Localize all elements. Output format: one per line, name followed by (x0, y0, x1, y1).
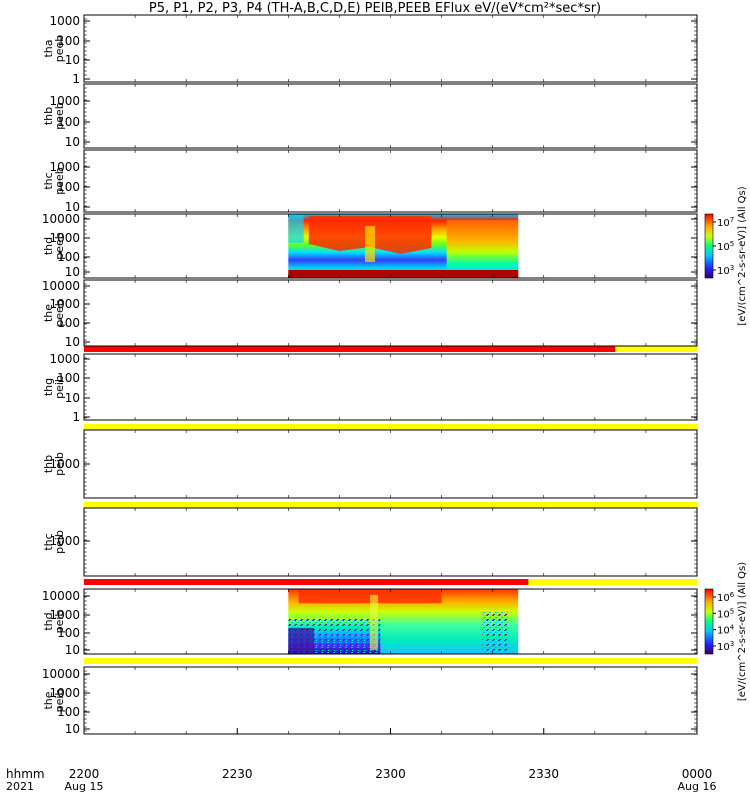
colorbar-tick-label: 103 (717, 640, 734, 653)
y-tick-label: 1000 (49, 94, 80, 108)
panel-product-label: peeb (53, 102, 66, 130)
panel-probe-label: thd (42, 612, 55, 630)
colorbar-tick-label: 105 (717, 607, 734, 620)
y-tick-label: 100 (57, 115, 80, 129)
y-tick-label: 100 (57, 705, 80, 719)
colorbar-tick-label: 107 (717, 216, 734, 229)
y-tick-label: 1000 (49, 231, 80, 245)
colorbar-label: [eV/(cm^2-s-sr-eV)] (All Qs) (737, 186, 748, 325)
panel-probe-label: tha (42, 39, 55, 57)
y-tick-label: 10 (65, 135, 80, 149)
y-tick-label: 1000 (49, 352, 80, 366)
x-tick-label: 0000 (682, 767, 713, 781)
x-tick-sublabel: Aug 16 (678, 780, 717, 793)
x-axis-label: hhmm (6, 767, 45, 781)
colorbar-tick-label: 106 (717, 591, 735, 604)
x-tick-label: 2330 (528, 767, 559, 781)
panel-probe-label: the (42, 304, 55, 322)
panel-product-label: peeb (53, 299, 66, 327)
x-tick-label: 2300 (375, 767, 406, 781)
y-tick-label: 1000 (49, 14, 80, 28)
y-tick-label: 10 (65, 265, 80, 279)
panel-product-label: peib (53, 452, 66, 476)
x-axis-year: 2021 (6, 780, 34, 793)
status-bar-segment (84, 424, 697, 430)
status-bar-segment (84, 579, 529, 585)
y-tick-label: 1000 (49, 457, 80, 471)
panel-product-label: peib (53, 689, 66, 713)
panel-product-label: peeb (53, 167, 66, 195)
panel-product-label: peib (53, 530, 66, 554)
status-bar-segment (84, 346, 616, 352)
colorbar (704, 213, 714, 279)
panel-product-label: peeb (53, 232, 66, 260)
y-tick-label: 10 (65, 391, 80, 405)
y-tick-label: 1 (72, 72, 80, 86)
y-tick-label: 100 (57, 626, 80, 640)
panel-probe-label: thc (42, 533, 55, 550)
panel-product-label: peib (53, 375, 66, 399)
status-bar-segment (615, 346, 697, 352)
y-tick-label: 100 (57, 34, 80, 48)
panel-product-label: peeb (53, 35, 66, 63)
panel-probe-label: thb (42, 107, 55, 125)
y-tick-label: 10000 (42, 279, 80, 293)
y-tick-label: 10000 (42, 667, 80, 681)
x-tick-label: 2200 (69, 767, 100, 781)
y-tick-label: 1000 (49, 608, 80, 622)
x-tick-sublabel: Aug 15 (65, 780, 104, 793)
colorbar-tick-label: 103 (717, 264, 734, 277)
y-tick-label: 100 (57, 316, 80, 330)
chart-title: P5, P1, P2, P3, P4 (TH-A,B,C,D,E) PEIB,P… (148, 1, 602, 16)
y-tick-label: 10 (65, 643, 80, 657)
y-tick-label: 10 (65, 335, 80, 349)
status-bar-segment (528, 579, 697, 585)
y-tick-label: 10 (65, 53, 80, 67)
status-bar-segment (84, 502, 697, 508)
y-tick-label: 100 (57, 180, 80, 194)
y-tick-label: 10 (65, 722, 80, 736)
panel-probe-label: thd (42, 237, 55, 255)
panel-probe-label: the (42, 691, 55, 709)
y-tick-label: 10000 (42, 212, 80, 226)
colorbar-tick-label: 105 (717, 240, 734, 253)
panel-probe-label: thg (42, 378, 55, 396)
x-tick-label: 2230 (222, 767, 253, 781)
y-tick-label: 1000 (49, 534, 80, 548)
status-bar-segment (84, 658, 697, 664)
y-tick-label: 100 (57, 250, 80, 264)
y-tick-label: 1000 (49, 686, 80, 700)
panel-product-label: peib (53, 610, 66, 634)
y-tick-label: 1000 (49, 160, 80, 174)
panel-probe-label: thb (42, 455, 55, 473)
panel-probe-label: thc (42, 172, 55, 189)
colorbar (704, 588, 714, 655)
y-tick-label: 10 (65, 200, 80, 214)
y-tick-label: 10000 (42, 589, 80, 603)
colorbar-label: [eV/(cm^2-s-sr-eV)] (All Qs) (737, 562, 748, 701)
colorbar-tick-label: 104 (717, 624, 735, 637)
y-tick-label: 1000 (49, 297, 80, 311)
y-tick-label: 100 (57, 371, 80, 385)
y-tick-label: 1 (72, 410, 80, 424)
